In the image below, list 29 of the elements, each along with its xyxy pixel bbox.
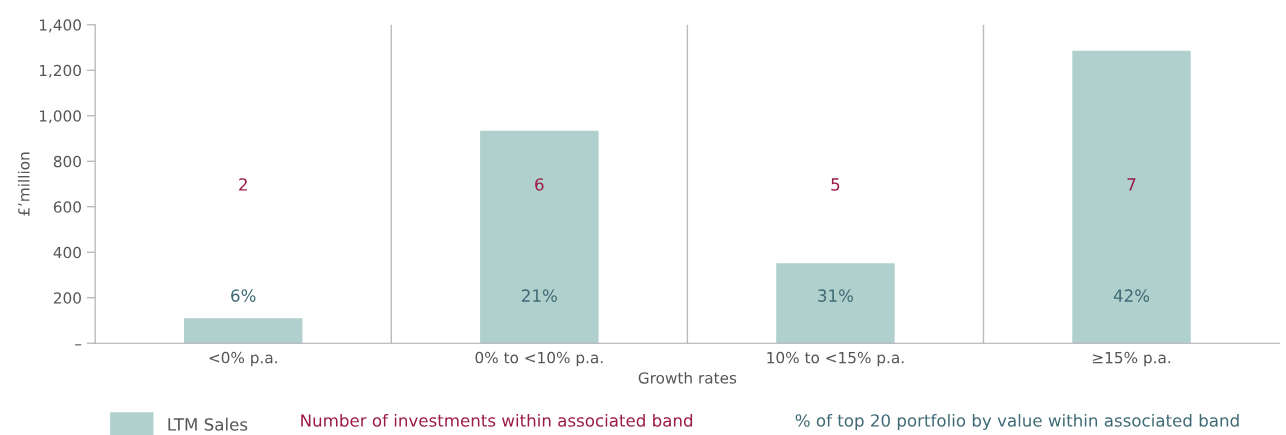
annotation: 7 [1127, 178, 1136, 191]
x-tick-label: <0% p.a. [209, 351, 277, 367]
x-tick-label: ≥15% p.a. [1092, 351, 1171, 367]
bar [480, 130, 599, 344]
x-axis-title: Growth rates [638, 371, 737, 384]
annotation: 5 [831, 178, 840, 191]
y-tick-label: 800 [53, 155, 81, 168]
annotation: 2 [239, 178, 247, 191]
annotation: 21% [522, 289, 557, 302]
x-tick-label: 0% to <10% p.a. [475, 351, 603, 367]
legend-label: LTM Sales [168, 417, 248, 431]
x-tick-label: 10% to <15% p.a. [767, 351, 904, 367]
y-tick-label: 400 [53, 246, 81, 259]
y-tick-label: 200 [53, 292, 81, 304]
annotation: 42% [1113, 289, 1150, 302]
annotation: 31% [818, 289, 854, 302]
y-axis-title: £’million [17, 152, 30, 216]
text: % of top 20 portfolio by value within associated band [795, 413, 1239, 431]
y-tick-label: 600 [53, 201, 81, 213]
y-tick-label: 1,000 [39, 110, 81, 124]
text: Number of investments within associated band [301, 413, 693, 427]
y-tick-label: 1,400 [39, 19, 81, 33]
y-tick-label: – [75, 344, 82, 346]
bar [776, 263, 895, 344]
y-tick-label: 1,200 [39, 64, 81, 78]
bar [183, 318, 303, 344]
bar [1072, 50, 1191, 344]
annotation: 6% [231, 289, 256, 302]
annotation: 6 [535, 178, 544, 191]
